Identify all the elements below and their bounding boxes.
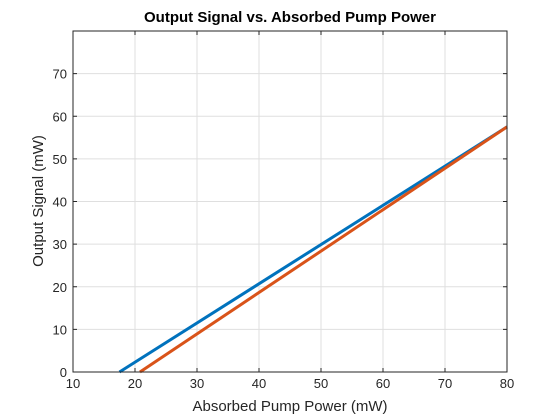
grid [72,31,508,373]
y-tick-label: 30 [53,237,67,252]
y-tick-label: 10 [53,322,67,337]
x-tick-label: 20 [128,376,142,391]
y-tick-label: 20 [53,280,67,295]
x-axis-label: Absorbed Pump Power (mW) [192,398,387,415]
x-tick-label: 70 [438,376,452,391]
x-tick-label: 40 [252,376,266,391]
x-tick-label: 60 [376,376,390,391]
y-tick-label: 40 [53,195,67,210]
y-tick-label: 50 [53,152,67,167]
x-tick-label: 10 [66,376,80,391]
series-line-2 [139,125,508,374]
x-tick-label: 50 [314,376,328,391]
x-tick-label: 30 [190,376,204,391]
y-tick-label: 0 [60,365,67,380]
series-layer [118,125,508,374]
chart-title: Output Signal vs. Absorbed Pump Power [144,9,436,26]
series-line-1 [118,125,508,374]
y-tick-label: 60 [53,109,67,124]
y-tick-label: 70 [53,67,67,82]
y-axis-label: Output Signal (mW) [30,135,47,267]
x-tick-label: 80 [500,376,514,391]
